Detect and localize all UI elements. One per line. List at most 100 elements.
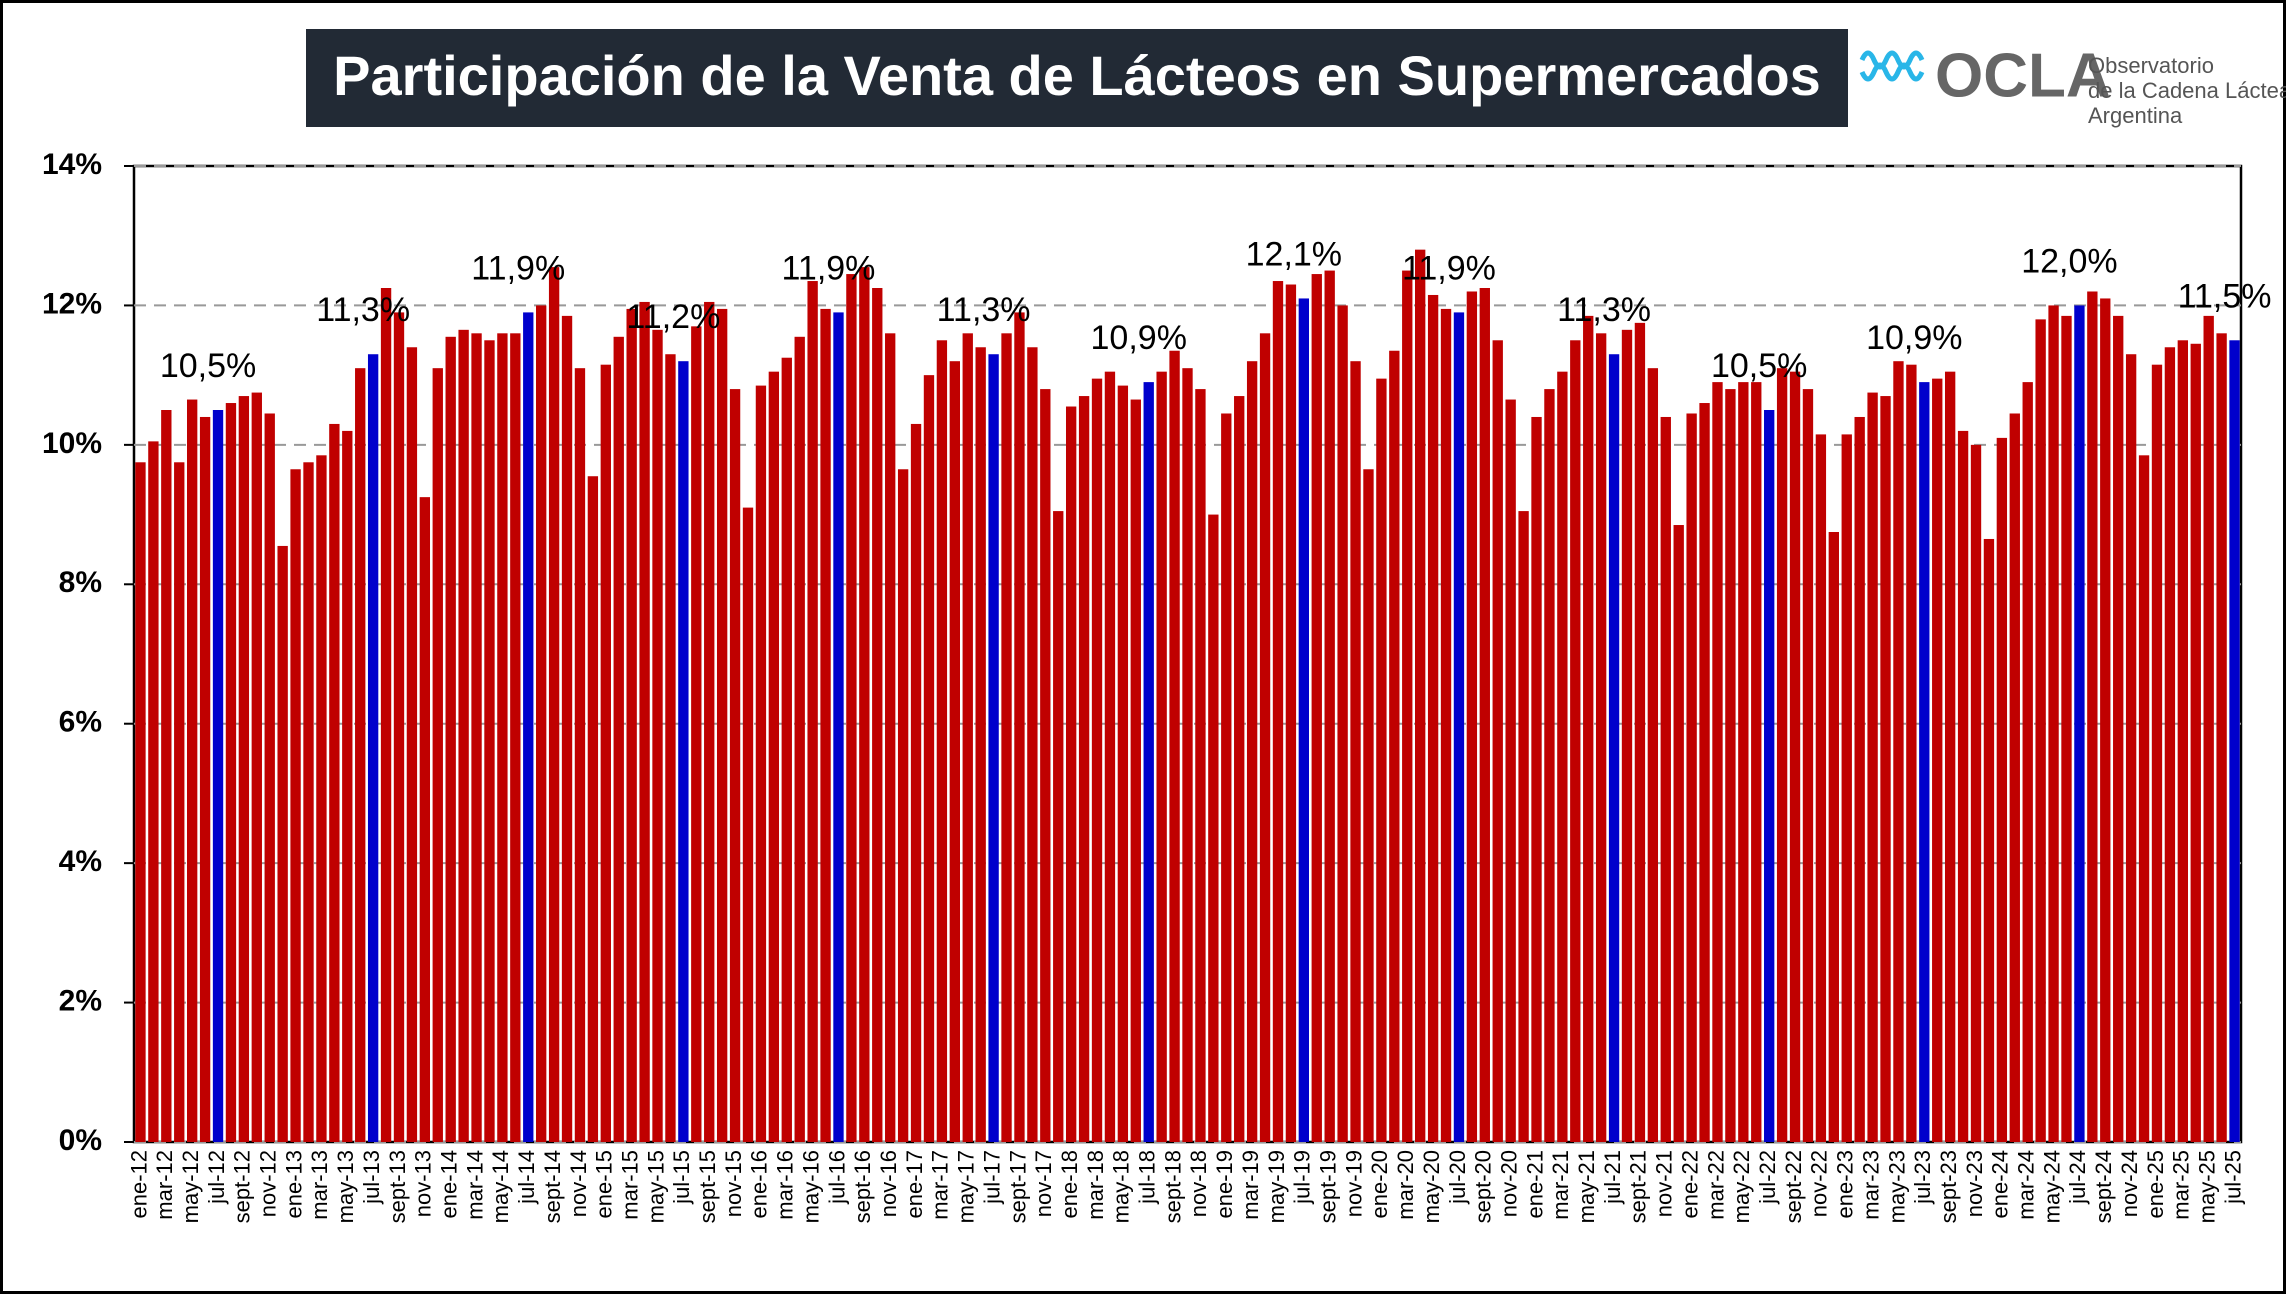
x-tick-label: may-24 [2039,1150,2064,1223]
bar [1919,382,1930,1143]
x-tick-label: jul-13 [359,1150,384,1205]
bar [1996,437,2008,1142]
bar [1324,270,1335,1143]
bar [807,281,818,1142]
x-tick-label: may-23 [1884,1150,1909,1223]
y-tick-label: 6% [59,706,102,739]
x-tick-label: ene-22 [1677,1150,1702,1219]
x-tick-label: ene-20 [1367,1150,1392,1219]
bar [510,333,521,1142]
bar [2035,319,2046,1142]
bar [2061,315,2072,1142]
logo-line: Argentina [2088,103,2183,128]
y-tick-label: 4% [59,845,102,878]
bar [729,389,741,1143]
x-tick-label: nov-16 [876,1150,901,1217]
x-tick-label: may-14 [488,1150,513,1223]
bar [1208,514,1219,1142]
bar [1104,371,1116,1143]
x-tick-label: nov-15 [721,1150,746,1217]
value-label: 10,5% [160,347,256,385]
bar [212,410,224,1142]
bar [1014,312,1025,1142]
bar [1040,389,1051,1143]
value-label: 12,1% [1246,235,1342,273]
bar [587,476,599,1142]
bar [2138,455,2150,1142]
bar [1078,396,1090,1142]
bar [1828,532,1839,1142]
x-tick-label: jul-20 [1445,1150,1470,1205]
x-tick-label: mar-17 [928,1150,953,1220]
bar [742,507,754,1143]
bar [1880,396,1891,1142]
value-label: 10,9% [1866,319,1962,357]
bar [1389,350,1400,1142]
x-tick-label: nov-19 [1341,1150,1366,1217]
x-tick-label: nov-24 [2117,1150,2142,1217]
x-tick-label: may-20 [1419,1150,1444,1223]
bar [290,469,301,1142]
bar [367,354,379,1142]
y-tick-label: 0% [59,1124,102,1157]
bar [1854,416,1865,1142]
value-label: 11,3% [316,291,410,329]
bar [2229,340,2240,1142]
bar [148,441,159,1142]
bar [251,392,262,1143]
logo: OCLA Observatorio de la Cadena Láctea Ar… [1859,41,2286,128]
bar [768,371,780,1143]
x-tick-label: may-17 [954,1150,979,1223]
x-tick-label: may-19 [1264,1150,1289,1223]
bar [264,413,275,1142]
bar [1091,378,1103,1143]
bar [691,326,702,1142]
bar [923,375,935,1143]
bar [897,469,909,1142]
bar [962,333,973,1142]
bar [1156,371,1167,1143]
bar [1531,416,1542,1142]
x-tick-label: sept-16 [850,1150,875,1223]
bar [2074,305,2085,1142]
bar [161,410,172,1142]
logo-line: Observatorio [2088,53,2214,78]
bar [2190,343,2201,1142]
bar [626,308,637,1142]
bar [1027,347,1038,1142]
bar [1363,469,1374,1142]
y-tick-label: 2% [59,984,102,1017]
logo-line: de la Cadena Láctea [2088,78,2286,103]
chart-title: Participación de la Venta de Lácteos en … [333,44,1821,107]
bar [1234,396,1245,1142]
x-tick-label: ene-13 [281,1150,306,1219]
bar [303,462,314,1142]
value-label: 11,9% [782,249,876,287]
value-label: 10,5% [1711,347,1807,385]
bar [1570,340,1581,1142]
bar [1285,284,1297,1142]
bar [1311,274,1322,1142]
x-tick-label: nov-21 [1652,1150,1677,1217]
x-tick-label: jul-25 [2220,1150,2245,1205]
value-label: 11,2% [626,298,720,336]
bar [1182,368,1193,1143]
bar [471,333,482,1142]
bar [1764,410,1775,1142]
bar [574,368,586,1143]
bar [755,385,767,1143]
bar [2100,298,2111,1142]
value-label: 11,5% [2178,277,2272,315]
x-tick-label: sept-15 [695,1150,720,1223]
bar [1893,361,1904,1142]
x-tick-label: jul-17 [979,1150,1004,1205]
bar [1608,354,1620,1142]
x-tick-label: mar-21 [1548,1150,1573,1220]
y-tick-label: 8% [59,566,102,599]
bar [1117,385,1129,1143]
bar [1944,371,1956,1143]
value-label: 10,9% [1091,319,1187,357]
x-tick-label: sept-17 [1005,1150,1030,1223]
bar [1595,333,1607,1142]
